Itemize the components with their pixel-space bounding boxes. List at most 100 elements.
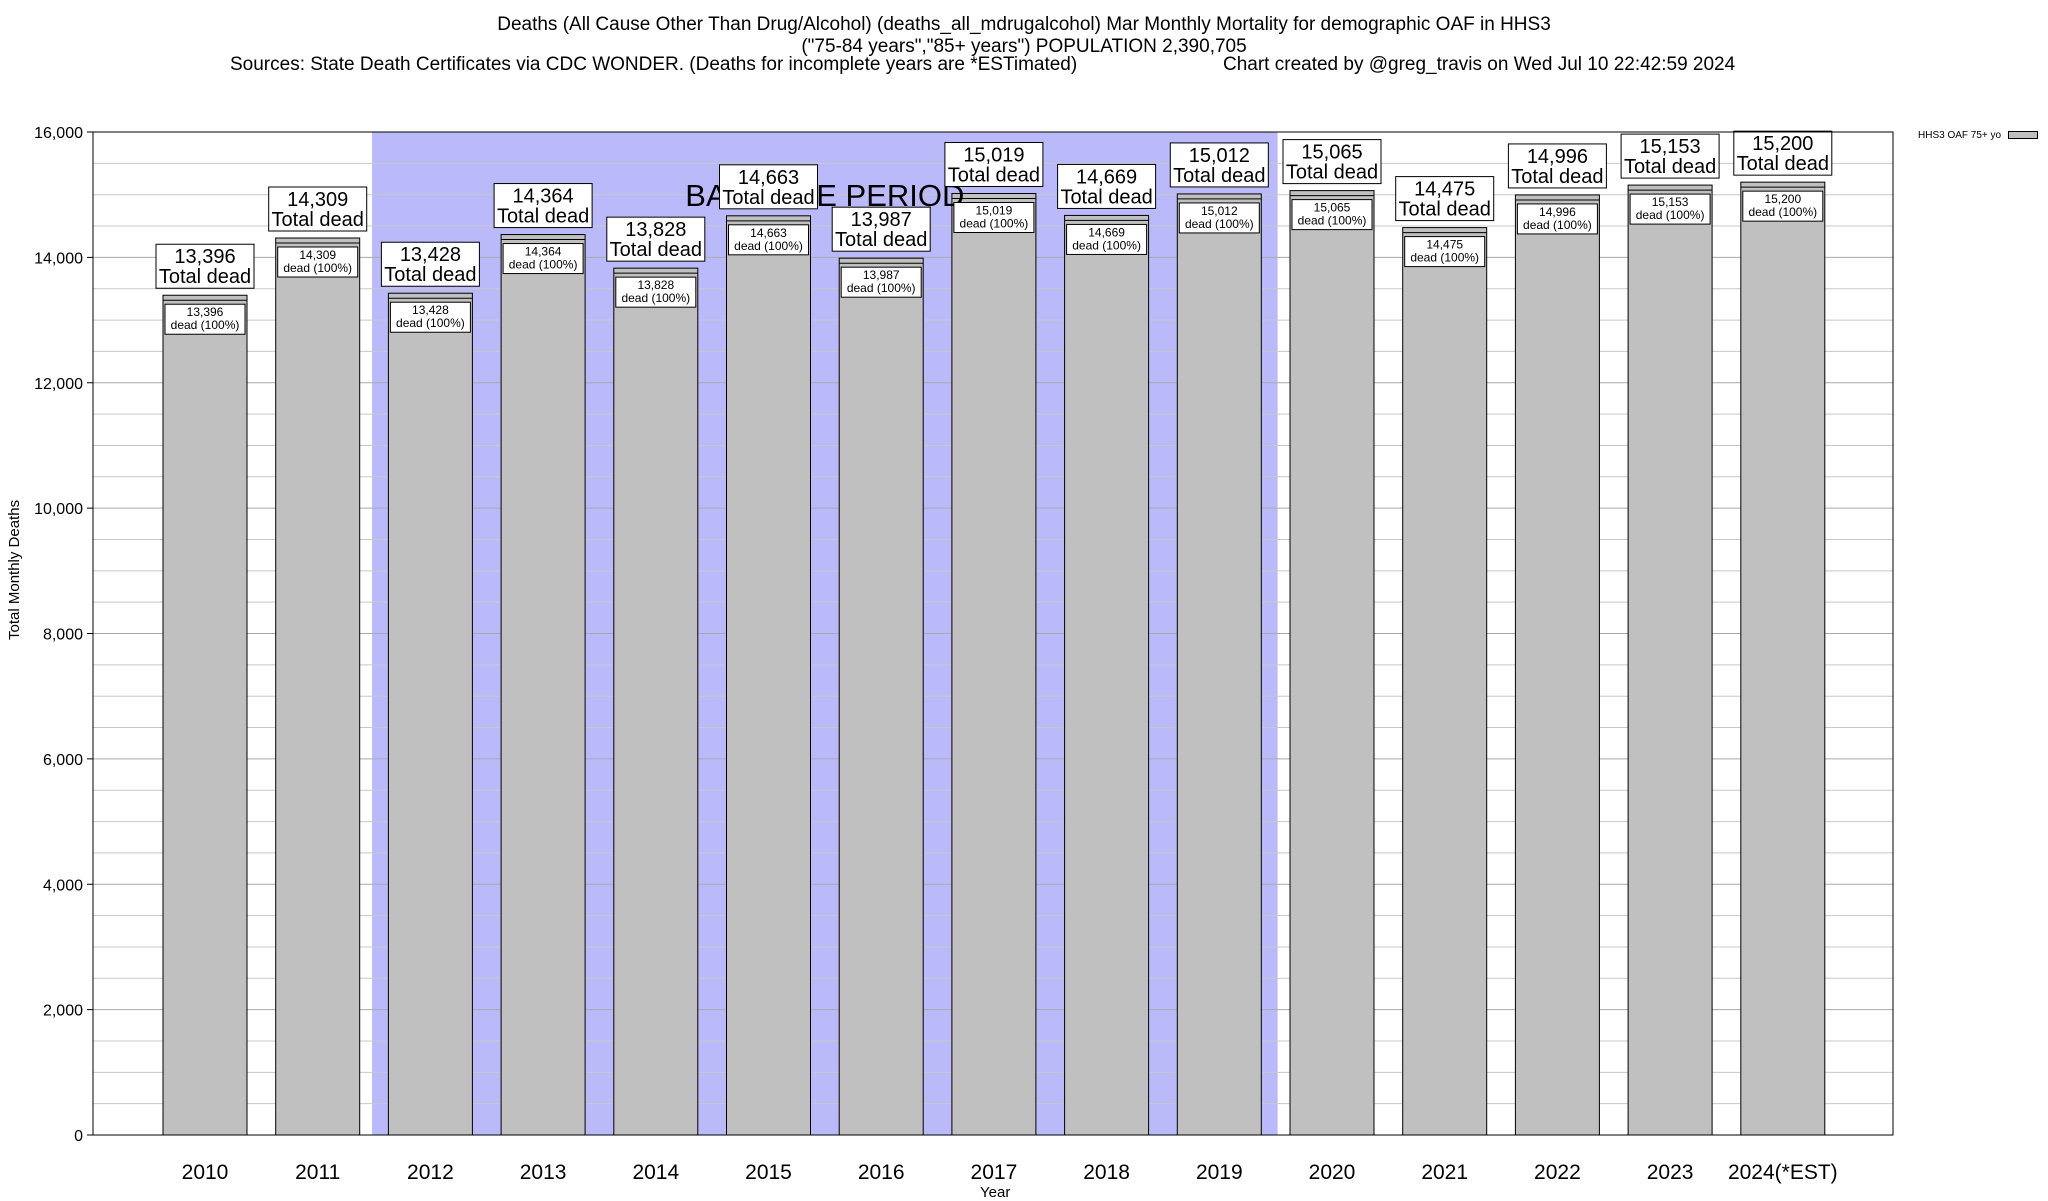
bar-2019 xyxy=(1176,193,1262,1136)
chart-sources: Sources: State Death Certificates via CD… xyxy=(230,54,1078,75)
inner-label-box xyxy=(1291,199,1373,231)
total-label-box xyxy=(606,216,706,262)
inner-label-box xyxy=(1516,203,1598,235)
inner-label-box xyxy=(1178,202,1260,234)
y-tick-label: 14,000 xyxy=(34,250,83,267)
inner-dead-label: dead (100%) xyxy=(396,316,465,330)
inner-value-label: 15,200 xyxy=(1764,192,1801,206)
x-axis-label: Year xyxy=(980,1184,1011,1201)
x-tick-label: 2018 xyxy=(1083,1161,1130,1184)
inner-dead-label: dead (100%) xyxy=(171,318,240,332)
y-tick-label: 2,000 xyxy=(43,1003,83,1020)
inner-dead-label: dead (100%) xyxy=(1748,205,1817,219)
total-value-label: 14,996 xyxy=(1527,146,1588,168)
legend-swatch xyxy=(2007,131,2038,140)
total-label-box xyxy=(1282,139,1382,185)
total-label-box xyxy=(1733,130,1833,176)
total-value-label: 14,475 xyxy=(1414,179,1475,201)
total-label-box xyxy=(380,241,480,287)
bar-2022 xyxy=(1514,194,1600,1136)
inner-value-label: 13,987 xyxy=(863,268,900,282)
x-tick-label: 2015 xyxy=(745,1161,792,1184)
bar-2016 xyxy=(838,257,924,1136)
inner-value-label: 13,428 xyxy=(412,303,449,317)
total-value-label: 13,828 xyxy=(625,219,686,241)
inner-value-label: 14,309 xyxy=(299,248,336,262)
x-tick-label: 2013 xyxy=(520,1161,567,1184)
inner-label-box xyxy=(728,224,809,256)
total-label-box xyxy=(1395,176,1495,222)
inner-value-label: 14,364 xyxy=(525,245,562,259)
y-tick-label: 8,000 xyxy=(43,627,83,644)
x-tick-label: 2019 xyxy=(1196,1161,1243,1184)
legend-label: HHS3 OAF 75+ yo xyxy=(1918,130,2002,141)
total-dead-label: Total dead xyxy=(1737,153,1829,175)
total-dead-label: Total dead xyxy=(722,187,814,209)
x-tick-label: 2016 xyxy=(858,1161,905,1184)
y-tick-label: 0 xyxy=(74,1128,83,1145)
total-dead-label: Total dead xyxy=(159,266,251,288)
x-tick-label: 2023 xyxy=(1647,1161,1694,1184)
inner-label-box xyxy=(615,276,697,308)
total-dead-label: Total dead xyxy=(1511,166,1603,188)
total-value-label: 15,065 xyxy=(1301,142,1362,164)
inner-label-box xyxy=(953,201,1035,233)
inner-value-label: 15,153 xyxy=(1652,195,1689,209)
inner-label-box xyxy=(389,301,471,333)
total-dead-label: Total dead xyxy=(1399,199,1491,221)
total-label-box xyxy=(1620,133,1720,179)
inner-dead-label: dead (100%) xyxy=(734,239,803,253)
total-dead-label: Total dead xyxy=(610,239,702,261)
inner-dead-label: dead (100%) xyxy=(847,281,916,295)
inner-label-box xyxy=(164,303,246,335)
x-tick-label: 2011 xyxy=(295,1161,340,1184)
inner-value-label: 15,012 xyxy=(1201,204,1238,218)
total-dead-label: Total dead xyxy=(1173,165,1265,187)
x-tick-label: 2021 xyxy=(1421,1161,1468,1184)
inner-dead-label: dead (100%) xyxy=(960,216,1029,230)
bar-2024(*EST) xyxy=(1740,181,1826,1136)
inner-label-box xyxy=(840,266,922,298)
total-label-box xyxy=(155,243,255,289)
total-value-label: 13,428 xyxy=(400,244,461,266)
bar-2014 xyxy=(613,267,699,1136)
total-value-label: 14,663 xyxy=(738,167,799,189)
bar-2018 xyxy=(1064,214,1150,1136)
x-tick-label: 2012 xyxy=(407,1161,454,1184)
bar-2023 xyxy=(1627,184,1713,1136)
bar-2020 xyxy=(1289,190,1375,1136)
inner-value-label: 13,396 xyxy=(187,305,224,319)
chart-title-line2: ("75-84 years","85+ years") POPULATION 2… xyxy=(801,36,1247,57)
total-dead-label: Total dead xyxy=(1286,162,1378,184)
bar-2013 xyxy=(500,234,586,1136)
total-label-box xyxy=(493,183,593,229)
total-value-label: 15,200 xyxy=(1752,133,1813,155)
inner-value-label: 14,669 xyxy=(1088,225,1125,239)
total-label-box xyxy=(268,186,368,232)
total-value-label: 13,987 xyxy=(851,209,912,231)
inner-label-box xyxy=(1066,223,1148,255)
inner-label-box xyxy=(1742,190,1824,222)
bar-2015 xyxy=(726,215,811,1136)
total-dead-label: Total dead xyxy=(272,209,364,231)
x-tick-label: 2014 xyxy=(632,1161,679,1184)
total-value-label: 15,153 xyxy=(1640,136,1701,158)
inner-value-label: 14,475 xyxy=(1426,238,1463,252)
inner-dead-label: dead (100%) xyxy=(1523,218,1592,232)
chart-title-line1: Deaths (All Cause Other Than Drug/Alcoho… xyxy=(497,14,1551,35)
total-label-box xyxy=(1169,142,1269,188)
y-tick-label: 16,000 xyxy=(34,125,83,142)
total-value-label: 15,019 xyxy=(963,144,1024,166)
legend: HHS3 OAF 75+ yo xyxy=(1918,130,2038,141)
inner-label-box xyxy=(1404,236,1486,268)
inner-dead-label: dead (100%) xyxy=(1072,238,1141,252)
total-value-label: 15,012 xyxy=(1189,145,1250,167)
inner-dead-label: dead (100%) xyxy=(1410,251,1479,265)
inner-label-box xyxy=(277,246,359,278)
inner-value-label: 15,019 xyxy=(976,203,1013,217)
total-dead-label: Total dead xyxy=(948,164,1040,186)
total-dead-label: Total dead xyxy=(1060,186,1152,208)
bar-2017 xyxy=(951,192,1037,1136)
x-tick-label: 2022 xyxy=(1534,1161,1581,1184)
